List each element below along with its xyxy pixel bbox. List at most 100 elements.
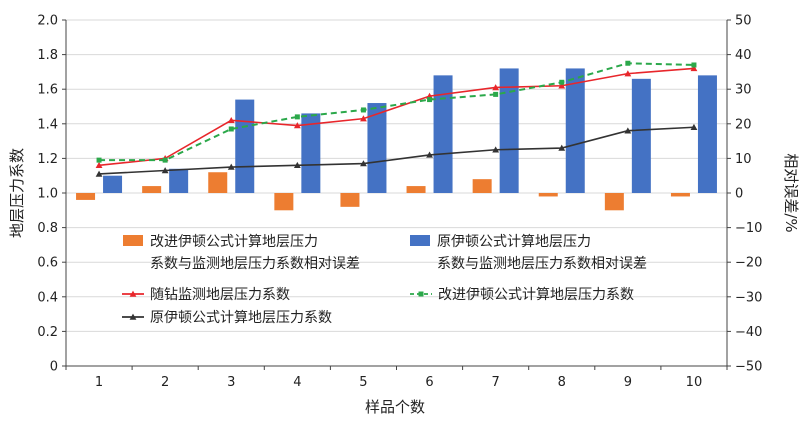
y-right-tick-label: −40 [735,325,762,340]
y-left-axis-title: 地层压力系数 [8,148,26,238]
bar-improved-error [472,179,492,193]
y-left-tick-label: 0.2 [37,325,58,340]
x-axis-title: 样品个数 [365,398,425,416]
y-right-tick-label: −20 [735,256,762,271]
line-point [294,114,300,120]
legend-swatch-improved-error [123,235,143,246]
line-point [492,146,500,153]
y-right-axis-title: 相对误差/% [782,153,800,232]
y-right-tick-label: 40 [735,48,752,63]
x-tick-label: 3 [227,375,235,390]
legend-label-line-1: 随钻监测地层压力系数 [150,287,290,303]
legend: 改进伊顿公式计算地层压力系数与监测地层压力系数相对误差原伊顿公式计算地层压力系数… [122,234,647,326]
x-tick-label: 1 [95,375,103,390]
y-right-tick-label: −50 [735,360,762,375]
y-left-tick-label: 0.6 [37,256,58,271]
x-tick-label: 5 [359,375,367,390]
line-point [691,62,697,68]
error-bars [76,68,717,211]
legend-label-line-2: 改进伊顿公式计算地层压力系数 [438,287,634,303]
bar-original-error [565,68,585,193]
y-right-tick-label: 20 [735,117,752,132]
line-point [558,82,566,89]
y-left-tick-label: 1.8 [37,48,58,63]
y-left-tick-label: 1.6 [37,83,58,98]
bar-original-error [367,103,387,193]
line-point [559,79,565,85]
bar-improved-error [76,193,96,200]
bar-improved-error [538,193,558,197]
legend-label-original-error-line2: 系数与监测地层压力系数相对误差 [437,256,647,272]
bar-improved-error [340,193,360,207]
x-tick-label: 6 [425,375,433,390]
x-tick-label: 10 [686,375,703,390]
line-series-2 [99,62,694,162]
y-right-tick-label: 10 [735,152,752,167]
y-left-tick-label: 0.8 [37,221,58,236]
line-series-3 [99,126,694,175]
y-left-tick-label: 1.0 [37,187,58,202]
y-left-tick-label: 1.2 [37,152,58,167]
bar-original-error [631,78,651,193]
legend-marker [418,291,424,297]
y-left-tick-label: 2.0 [37,14,58,29]
bar-improved-error [604,193,624,211]
bar-improved-error [208,172,228,193]
bar-improved-error [274,193,294,211]
bar-original-error [433,75,453,193]
x-tick-label: 9 [624,375,632,390]
bar-improved-error [406,186,426,193]
line-point [426,151,433,158]
line-point [427,97,433,103]
axes: 0 0.2 0.4 0.6 0.8 1.0 1.2 1.4 1.6 1.8 2.0 −50 −40 −30… [37,14,762,391]
y-right-tick-label: −10 [735,221,762,236]
bar-original-error [235,99,255,193]
line-point [293,161,301,169]
y-left-tick-label: 0 [50,360,58,375]
x-tick-label: 7 [492,375,500,390]
line-point [162,157,168,163]
legend-label-improved-error-line2: 系数与监测地层压力系数相对误差 [150,256,360,272]
bar-original-error [301,113,321,193]
line-point [228,126,234,132]
line-point [360,107,366,113]
bar-original-error [697,75,717,193]
x-tick-label: 8 [558,375,566,390]
x-tick-label: 2 [161,375,169,390]
x-tick-label: 4 [293,375,301,390]
line-series-1 [98,67,695,167]
line-point [492,84,500,91]
line-point [625,60,631,66]
line-point [293,122,301,129]
line-point [360,160,367,167]
line-point [96,157,102,163]
legend-marker [129,290,137,297]
legend-label-improved-error-line1: 改进伊顿公式计算地层压力 [150,234,318,250]
y-left-tick-label: 0.4 [37,290,58,305]
line-point [558,144,566,151]
line-point [161,167,169,174]
legend-label-original-error-line1: 原伊顿公式计算地层压力 [437,234,591,250]
y-right-tick-label: −30 [735,290,762,305]
line-point [360,115,367,122]
line-point [95,170,103,177]
legend-swatch-original-error [410,235,430,246]
line-point [227,116,235,124]
y-right-tick-label: 30 [735,83,752,98]
bar-original-error [499,68,519,193]
coefficient-lines [95,60,698,177]
legend-label-line-3: 原伊顿公式计算地层压力系数 [150,310,332,326]
line-point [493,91,499,97]
y-left-tick-label: 1.4 [37,117,58,132]
legend-marker [129,313,137,320]
line-point [95,161,103,169]
line-point [624,70,632,77]
bar-improved-error [142,186,162,193]
line-point [690,65,698,72]
bar-improved-error [670,193,690,197]
bar-original-error [169,168,189,193]
line-point [227,163,235,170]
y-right-tick-label: 50 [735,14,752,29]
line-point [690,123,698,130]
